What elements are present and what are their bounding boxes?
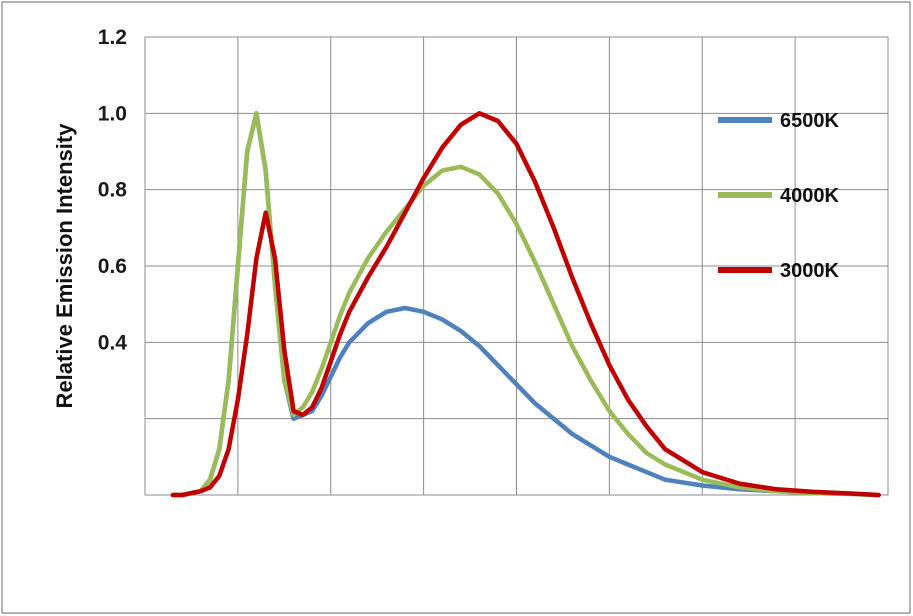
y-tick-label: 1.0 bbox=[98, 102, 127, 125]
legend-label-6500k: 6500K bbox=[780, 110, 839, 132]
legend-label-4000k: 4000K bbox=[780, 185, 839, 207]
y-tick-label: 0.4 bbox=[98, 331, 128, 354]
legend: 6500K 4000K 3000K bbox=[718, 110, 839, 282]
legend-label-3000k: 3000K bbox=[780, 260, 839, 282]
y-tick-label: 1.2 bbox=[98, 26, 127, 49]
y-tick-label: 0.6 bbox=[98, 255, 127, 278]
series-line-4000k bbox=[170, 111, 881, 498]
series-layer bbox=[170, 111, 881, 498]
axis-layer: 0.4 0.6 0.8 1.0 1.2 bbox=[98, 26, 128, 354]
y-axis-title: Relative Emission Intensity bbox=[52, 123, 77, 409]
plot-area-frame bbox=[144, 36, 889, 496]
y-tick-label: 0.8 bbox=[98, 179, 128, 202]
series-line-3000k bbox=[170, 111, 881, 498]
